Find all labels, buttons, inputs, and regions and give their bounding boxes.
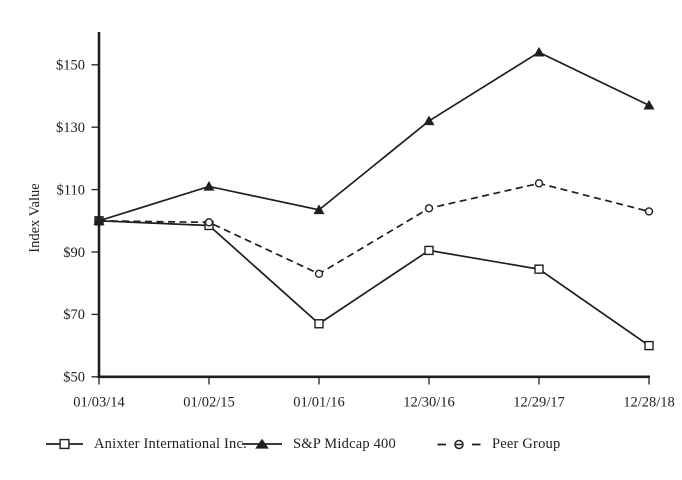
data-point-triangle-marker	[423, 115, 435, 126]
y-tick-label: $130	[56, 120, 85, 136]
series-line-s-p-midcap-400	[98, 51, 650, 222]
y-tick-label: $70	[63, 307, 85, 323]
y-tick-label: $50	[63, 370, 85, 386]
y-tick-label: $90	[63, 245, 85, 261]
y-tick-label: $150	[56, 58, 85, 74]
data-point-square-marker	[644, 340, 654, 351]
data-point-circle-marker	[644, 207, 654, 216]
open-square-line-marker-icon	[46, 438, 83, 450]
x-tick-label: 12/29/17	[513, 395, 565, 411]
data-point-circle-marker	[424, 204, 434, 213]
data-point-triangle-marker	[313, 204, 325, 215]
chart-legend: Anixter International Inc. S&P Midcap 40…	[0, 431, 682, 457]
data-point-triangle-marker	[533, 46, 545, 57]
series-markers-peer-group	[94, 179, 654, 279]
legend-item-anixter-international-inc: Anixter International Inc.	[46, 431, 247, 457]
data-point-square-marker	[314, 319, 324, 329]
data-point-square-marker	[424, 245, 434, 256]
x-tick-label: 01/03/14	[73, 395, 125, 411]
series-markers-anixter-international-inc	[94, 216, 654, 351]
data-point-circle-marker	[314, 269, 324, 279]
data-point-triangle-marker	[203, 180, 215, 191]
series-markers-s-p-midcap-400	[93, 46, 655, 225]
legend-label: Anixter International Inc.	[94, 435, 247, 452]
data-point-circle-marker	[204, 218, 214, 227]
data-point-circle-marker	[534, 179, 544, 188]
x-tick-label: 01/01/16	[293, 395, 345, 411]
legend-item-peer-group: Peer Group	[437, 431, 560, 457]
x-tick-label: 12/30/16	[403, 395, 455, 411]
data-point-triangle-marker	[643, 99, 655, 110]
data-point-square-marker	[534, 264, 544, 274]
legend-item-sp-midcap-400: S&P Midcap 400	[242, 431, 396, 457]
legend-label: Peer Group	[492, 435, 561, 452]
x-tick-label: 01/02/15	[183, 395, 235, 411]
legend-label: S&P Midcap 400	[293, 435, 396, 452]
series-line-peer-group	[98, 182, 650, 275]
y-tick-label: $110	[57, 182, 85, 198]
series-line-anixter-international-inc	[98, 219, 650, 347]
data-point-triangle-marker	[93, 215, 105, 225]
filled-triangle-line-marker-icon	[242, 438, 282, 449]
open-circle-dashed-line-marker-icon	[437, 439, 481, 449]
y-axis-title: Index Value	[27, 183, 43, 252]
x-tick-label: 12/28/18	[623, 395, 675, 411]
